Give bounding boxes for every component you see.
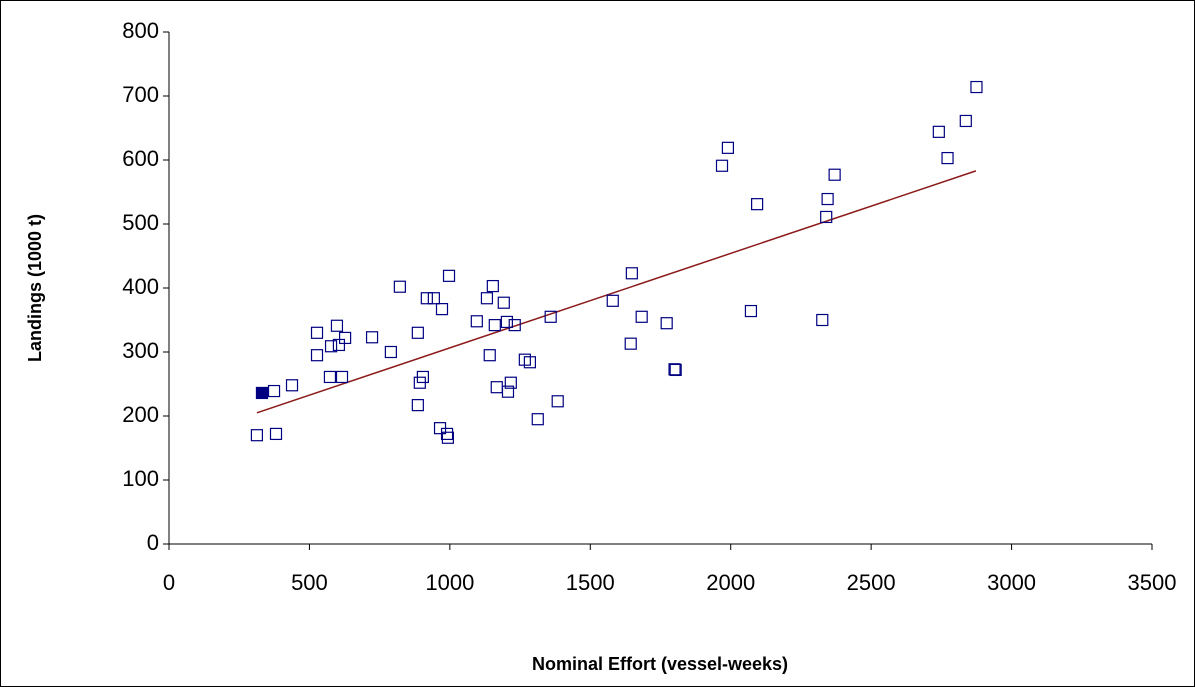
scatter-point xyxy=(335,370,349,384)
scatter-point xyxy=(816,313,829,327)
y-tick-label: 800 xyxy=(122,18,159,43)
scatter-point xyxy=(416,370,429,384)
y-tick-label: 200 xyxy=(122,402,159,427)
scatter-point xyxy=(820,210,833,224)
scatter-point xyxy=(970,80,983,94)
scatter-point xyxy=(269,427,283,441)
scatter-point xyxy=(501,385,515,398)
x-tick-label: 2500 xyxy=(847,570,896,595)
scatter-point xyxy=(624,337,637,350)
scatter-point xyxy=(365,331,379,344)
scatter-point xyxy=(959,114,972,128)
scatter-point xyxy=(551,395,564,408)
trend-line xyxy=(256,170,977,414)
scatter-point xyxy=(751,198,764,211)
x-tick-label: 500 xyxy=(291,570,328,595)
x-axis-title: Nominal Effort (vessel-weeks) xyxy=(532,654,788,674)
y-tick-label: 600 xyxy=(122,146,159,171)
y-axis-title: Landings (1000 t) xyxy=(25,214,45,362)
scatter-point xyxy=(508,319,521,332)
scatter-point xyxy=(544,310,557,323)
scatter-point xyxy=(338,331,352,345)
scatter-point xyxy=(332,338,346,352)
x-tick-label: 0 xyxy=(163,570,175,595)
scatter-point xyxy=(285,379,299,392)
scatter-point xyxy=(941,151,954,165)
scatter-point xyxy=(255,386,269,400)
x-tick-label: 3000 xyxy=(987,570,1036,595)
scatter-point xyxy=(441,431,454,444)
y-tick-label: 500 xyxy=(122,210,159,235)
scatter-point xyxy=(486,279,499,293)
scatter-point xyxy=(411,399,424,412)
scatter-point xyxy=(427,292,440,305)
scatter-point xyxy=(267,384,281,398)
scatter-point xyxy=(625,267,638,280)
y-tick-label: 300 xyxy=(122,338,159,363)
scatter-point xyxy=(250,429,264,442)
scatter-point xyxy=(310,326,324,339)
scatter-point xyxy=(488,319,501,332)
scatter-point xyxy=(821,192,834,206)
y-tick-label: 100 xyxy=(122,466,159,491)
scatter-point xyxy=(635,310,648,323)
scatter-point xyxy=(440,427,454,441)
scatter-point xyxy=(435,303,449,316)
scatter-point xyxy=(330,319,344,332)
scatter-point xyxy=(715,159,729,172)
scatter-point xyxy=(483,349,496,362)
x-tick-label: 1000 xyxy=(425,570,474,595)
scatter-point xyxy=(531,413,544,426)
y-tick-label: 400 xyxy=(122,274,159,299)
scatter-point xyxy=(480,292,494,305)
scatter-point xyxy=(324,340,338,353)
scatter-point xyxy=(393,280,406,293)
scatter-point xyxy=(310,349,324,362)
scatter-point xyxy=(932,125,945,138)
y-tick-label: 700 xyxy=(122,82,159,107)
scatter-point xyxy=(420,292,433,305)
scatter-point xyxy=(669,363,682,377)
scatter-point xyxy=(744,304,758,318)
scatter-point xyxy=(668,363,681,376)
y-tick-label: 0 xyxy=(147,530,159,555)
scatter-point xyxy=(828,168,841,181)
x-tick-label: 1500 xyxy=(566,570,615,595)
scatter-point xyxy=(411,326,424,339)
scatter-point xyxy=(721,141,735,154)
scatter-point xyxy=(384,345,397,359)
scatter-point xyxy=(606,294,619,307)
scatter-point xyxy=(323,370,337,384)
scatter-point xyxy=(470,315,483,328)
x-tick-label: 3500 xyxy=(1128,570,1177,595)
x-tick-label: 2000 xyxy=(706,570,755,595)
scatter-point xyxy=(442,269,456,282)
scatter-point xyxy=(504,376,517,389)
scatter-point xyxy=(500,315,513,329)
scatter-point xyxy=(497,296,510,309)
scatter-point xyxy=(660,317,673,330)
scatter-point xyxy=(523,356,537,369)
